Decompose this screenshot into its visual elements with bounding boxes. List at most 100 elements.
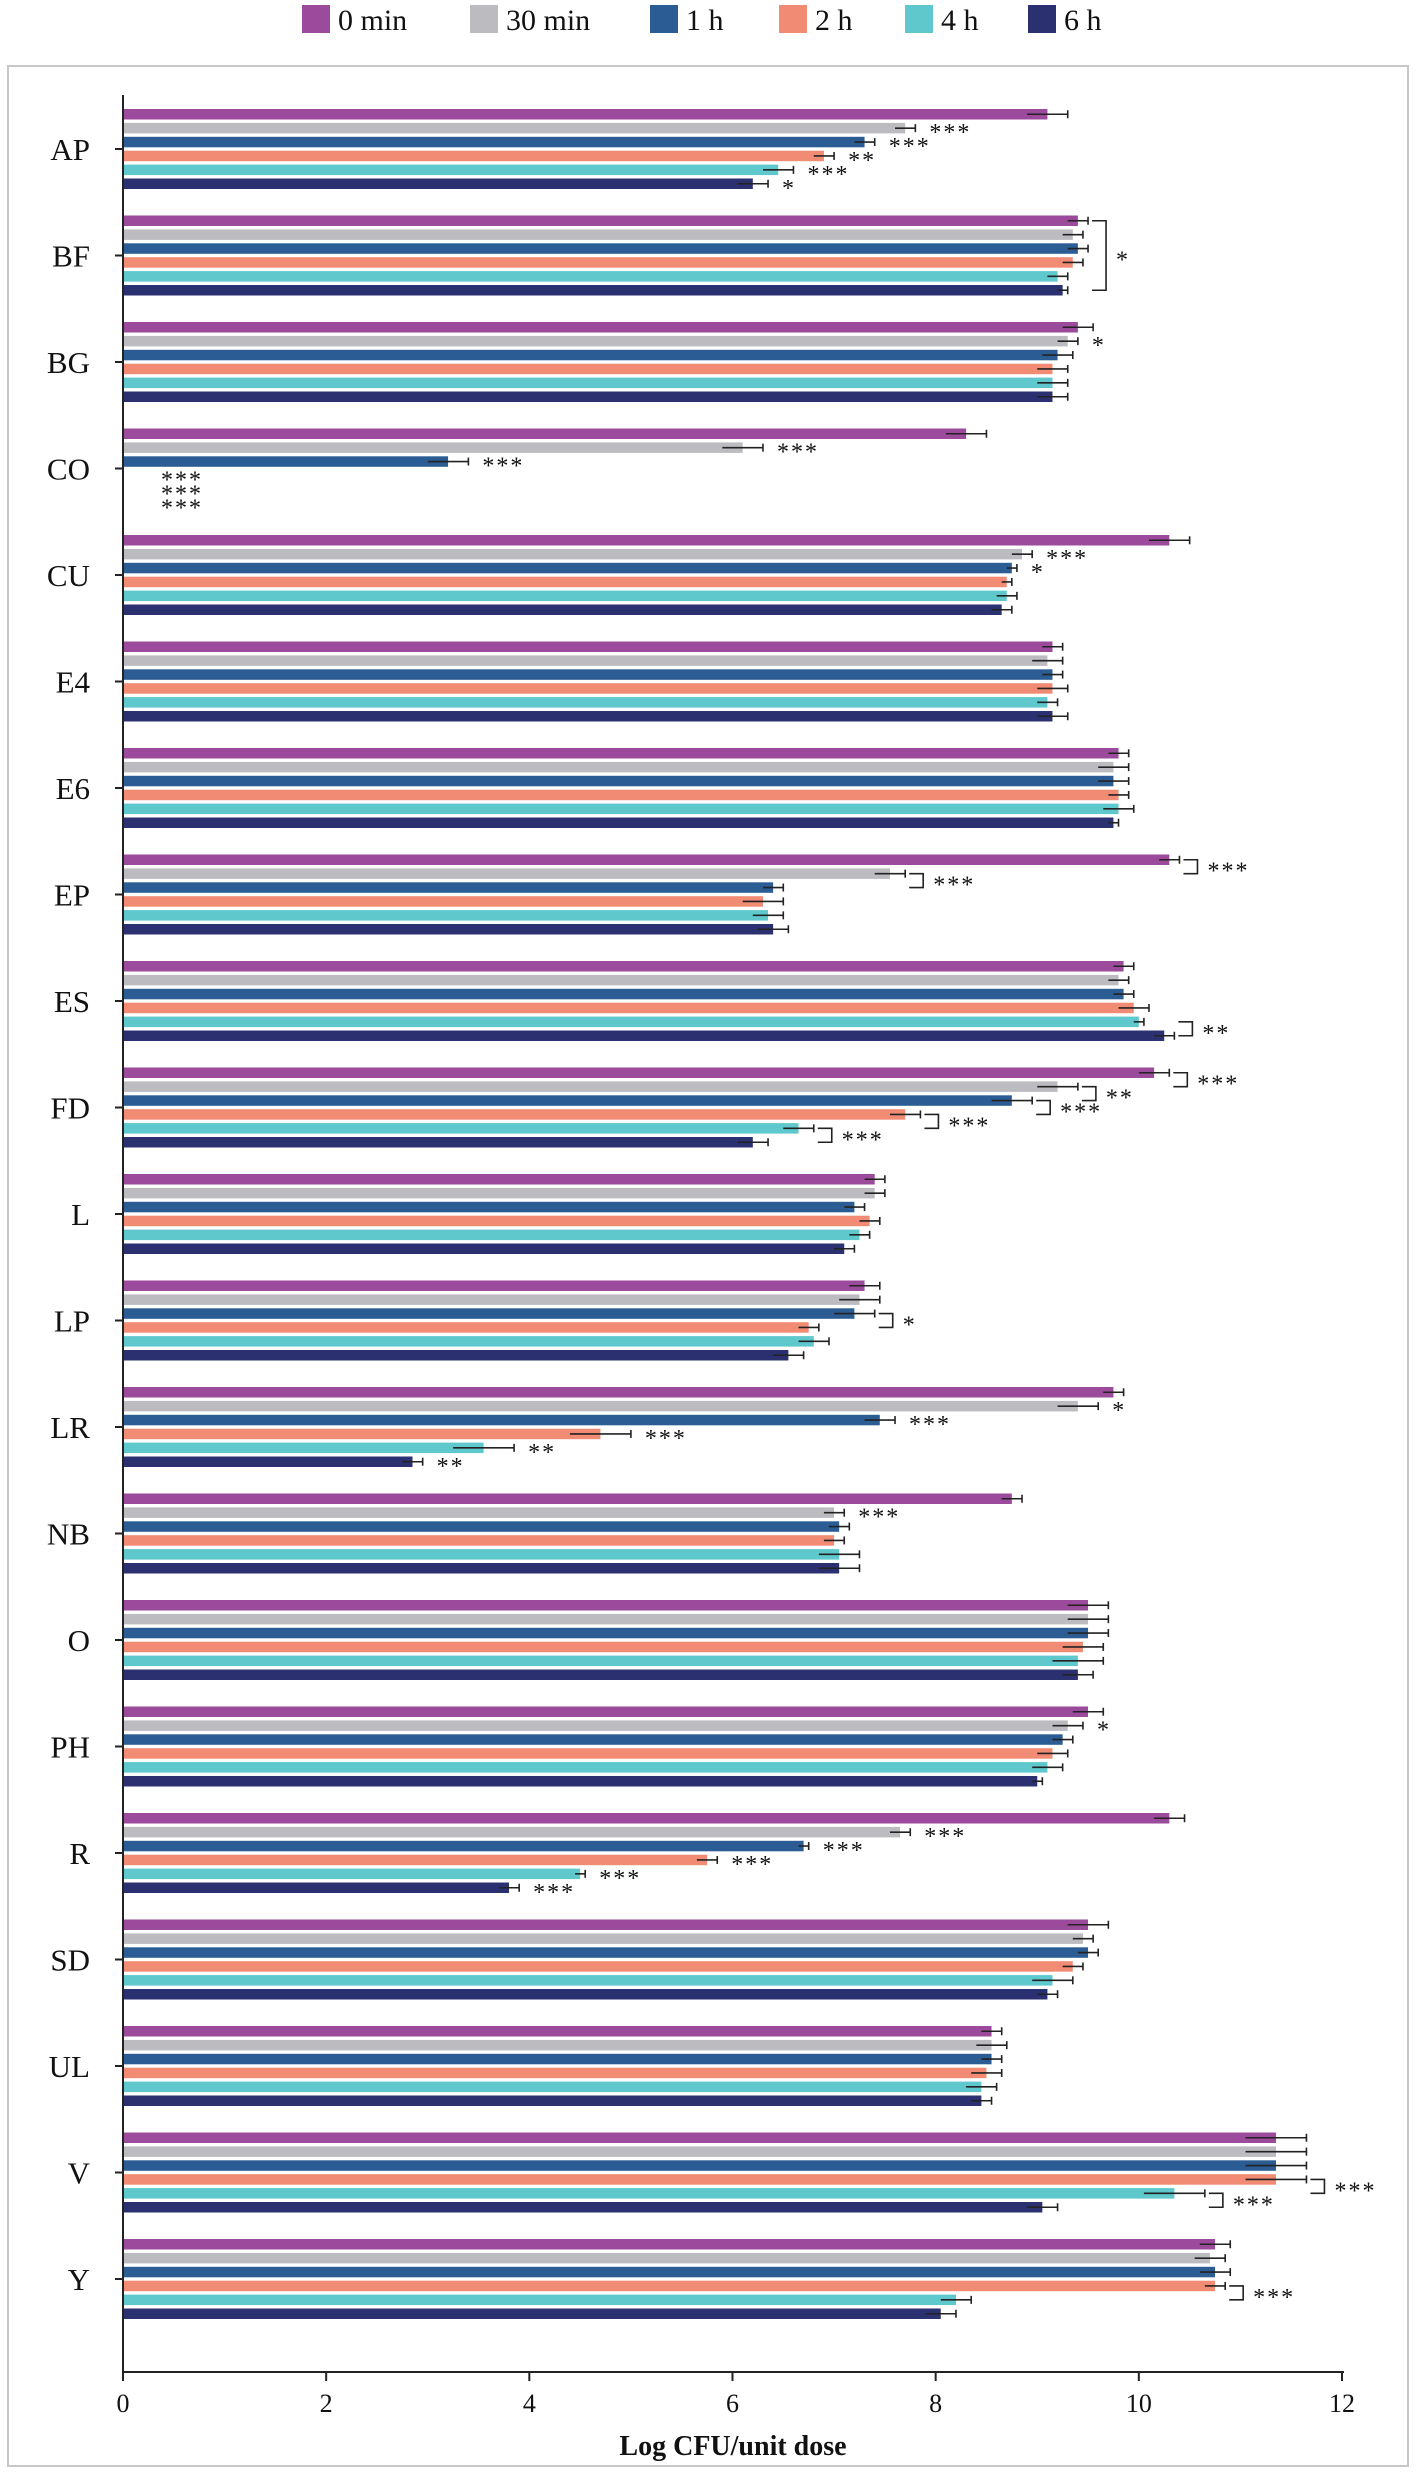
sig-bracket-37: [1229, 2285, 1244, 2301]
bar-AP-0: [123, 109, 1048, 120]
bar-LR-4: [123, 1442, 484, 1454]
bar-EP-5: [123, 924, 774, 935]
x-axis-title: Log CFU/unit dose: [619, 2431, 846, 2462]
bar-PH-3: [123, 1748, 1053, 1759]
category-label-FD: FD: [50, 1091, 90, 1126]
bar-PH-4: [123, 1762, 1048, 1773]
sig-label-7: ***: [777, 440, 819, 466]
legend-swatch-2: [650, 5, 678, 33]
sig-label-22: *: [903, 1313, 917, 1339]
bar-L-1: [123, 1187, 875, 1199]
legend-label-1: 30 min: [506, 4, 590, 37]
category-label-LR: LR: [50, 1410, 90, 1445]
bar-LR-5: [123, 1456, 413, 1467]
plot-frame: [7, 65, 1409, 2467]
bar-CU-5: [123, 604, 1002, 615]
bar-LP-0: [123, 1280, 865, 1291]
bar-V-2: [123, 2160, 1276, 2171]
bar-AP-3: [123, 150, 824, 162]
bar-LR-2: [123, 1414, 880, 1426]
bar-NB-0: [123, 1493, 1012, 1504]
category-label-SD: SD: [50, 1943, 90, 1978]
category-label-E4: E4: [56, 665, 91, 700]
bar-L-5: [123, 1243, 845, 1254]
bar-LP-1: [123, 1294, 860, 1305]
sig-bracket-17: [1173, 1071, 1189, 1088]
bar-ES-5: [123, 1030, 1165, 1041]
bar-CU-4: [123, 590, 1007, 602]
bar-R-1: [123, 1826, 901, 1838]
bar-UL-5: [123, 2095, 982, 2106]
bar-ES-1: [123, 974, 1119, 986]
bar-E6-4: [123, 803, 1119, 815]
sig-label-21: ***: [842, 1127, 884, 1153]
x-tick-label-12: 12: [1329, 2389, 1355, 2418]
bar-O-4: [123, 1655, 1078, 1667]
bar-FD-3: [123, 1109, 906, 1120]
bar-UL-4: [123, 2081, 982, 2093]
bar-SD-2: [123, 1947, 1089, 1958]
bar-EP-0: [123, 854, 1170, 865]
sig-label-12: ***: [1046, 546, 1088, 572]
sig-label-37: ***: [1253, 2285, 1295, 2311]
bar-L-4: [123, 1229, 860, 1241]
bar-E4-5: [123, 711, 1053, 722]
bar-LR-0: [123, 1387, 1114, 1398]
x-tick-label-4: 4: [523, 2389, 536, 2418]
x-tick-label-6: 6: [726, 2389, 739, 2418]
bar-R-3: [123, 1854, 708, 1866]
bar-FD-1: [123, 1081, 1058, 1092]
bar-L-0: [123, 1174, 875, 1185]
bar-E4-2: [123, 669, 1053, 680]
bar-Y-5: [123, 2308, 941, 2319]
bar-EP-2: [123, 882, 774, 893]
legend-swatch-4: [905, 5, 933, 33]
x-tick-label-8: 8: [929, 2389, 942, 2418]
bar-CU-0: [123, 535, 1170, 546]
bar-AP-2: [123, 136, 865, 148]
bar-PH-1: [123, 1720, 1068, 1731]
bar-BG-5: [123, 391, 1053, 402]
category-label-EP: EP: [54, 878, 90, 913]
bar-O-0: [123, 1600, 1089, 1611]
bar-EP-1: [123, 868, 890, 879]
legend-swatch-0: [302, 5, 330, 33]
legend-swatch-1: [470, 5, 498, 33]
category-label-E6: E6: [56, 771, 90, 806]
sig-bracket-18: [1081, 1085, 1097, 1102]
x-tick-label-10: 10: [1126, 2389, 1152, 2418]
bar-NB-3: [123, 1535, 835, 1546]
bar-E6-0: [123, 748, 1119, 759]
bar-PH-2: [123, 1734, 1063, 1745]
category-label-BG: BG: [47, 345, 90, 380]
legend-label-3: 2 h: [815, 4, 853, 37]
sig-label-16: **: [1202, 1021, 1230, 1047]
bar-AP-4: [123, 164, 779, 176]
bar-R-4: [123, 1868, 581, 1880]
category-label-AP: AP: [50, 132, 90, 167]
bar-BG-3: [123, 363, 1053, 375]
bar-BG-4: [123, 377, 1053, 389]
bar-BF-3: [123, 257, 1073, 268]
category-label-CO: CO: [47, 452, 90, 487]
bar-V-4: [123, 2188, 1175, 2199]
sig-bracket-22: [878, 1312, 894, 1329]
bar-SD-0: [123, 1919, 1089, 1930]
bar-SD-1: [123, 1933, 1083, 1944]
bar-Y-2: [123, 2266, 1216, 2278]
bar-O-5: [123, 1669, 1078, 1680]
bar-CU-2: [123, 562, 1012, 574]
sig-label-30: ***: [924, 1824, 966, 1850]
bar-AP-5: [123, 178, 753, 189]
bar-O-2: [123, 1627, 1089, 1639]
bar-V-3: [123, 2174, 1276, 2185]
sig-label-34: ***: [533, 1880, 575, 1906]
bar-Y-1: [123, 2252, 1210, 2264]
bar-R-5: [123, 1882, 510, 1893]
bar-E4-4: [123, 697, 1048, 708]
sig-label-36: ***: [1233, 2192, 1275, 2218]
sig-bracket-5: [1092, 219, 1107, 292]
sig-label-1: ***: [889, 134, 931, 160]
bar-O-3: [123, 1641, 1083, 1653]
